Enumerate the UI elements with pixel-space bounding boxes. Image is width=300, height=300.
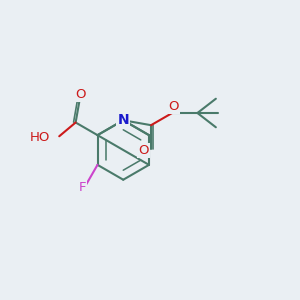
Text: F: F bbox=[79, 181, 86, 194]
Text: N: N bbox=[117, 113, 129, 127]
Text: HO: HO bbox=[30, 131, 50, 144]
Text: O: O bbox=[168, 100, 179, 113]
Text: O: O bbox=[138, 144, 149, 157]
Text: O: O bbox=[76, 88, 86, 101]
